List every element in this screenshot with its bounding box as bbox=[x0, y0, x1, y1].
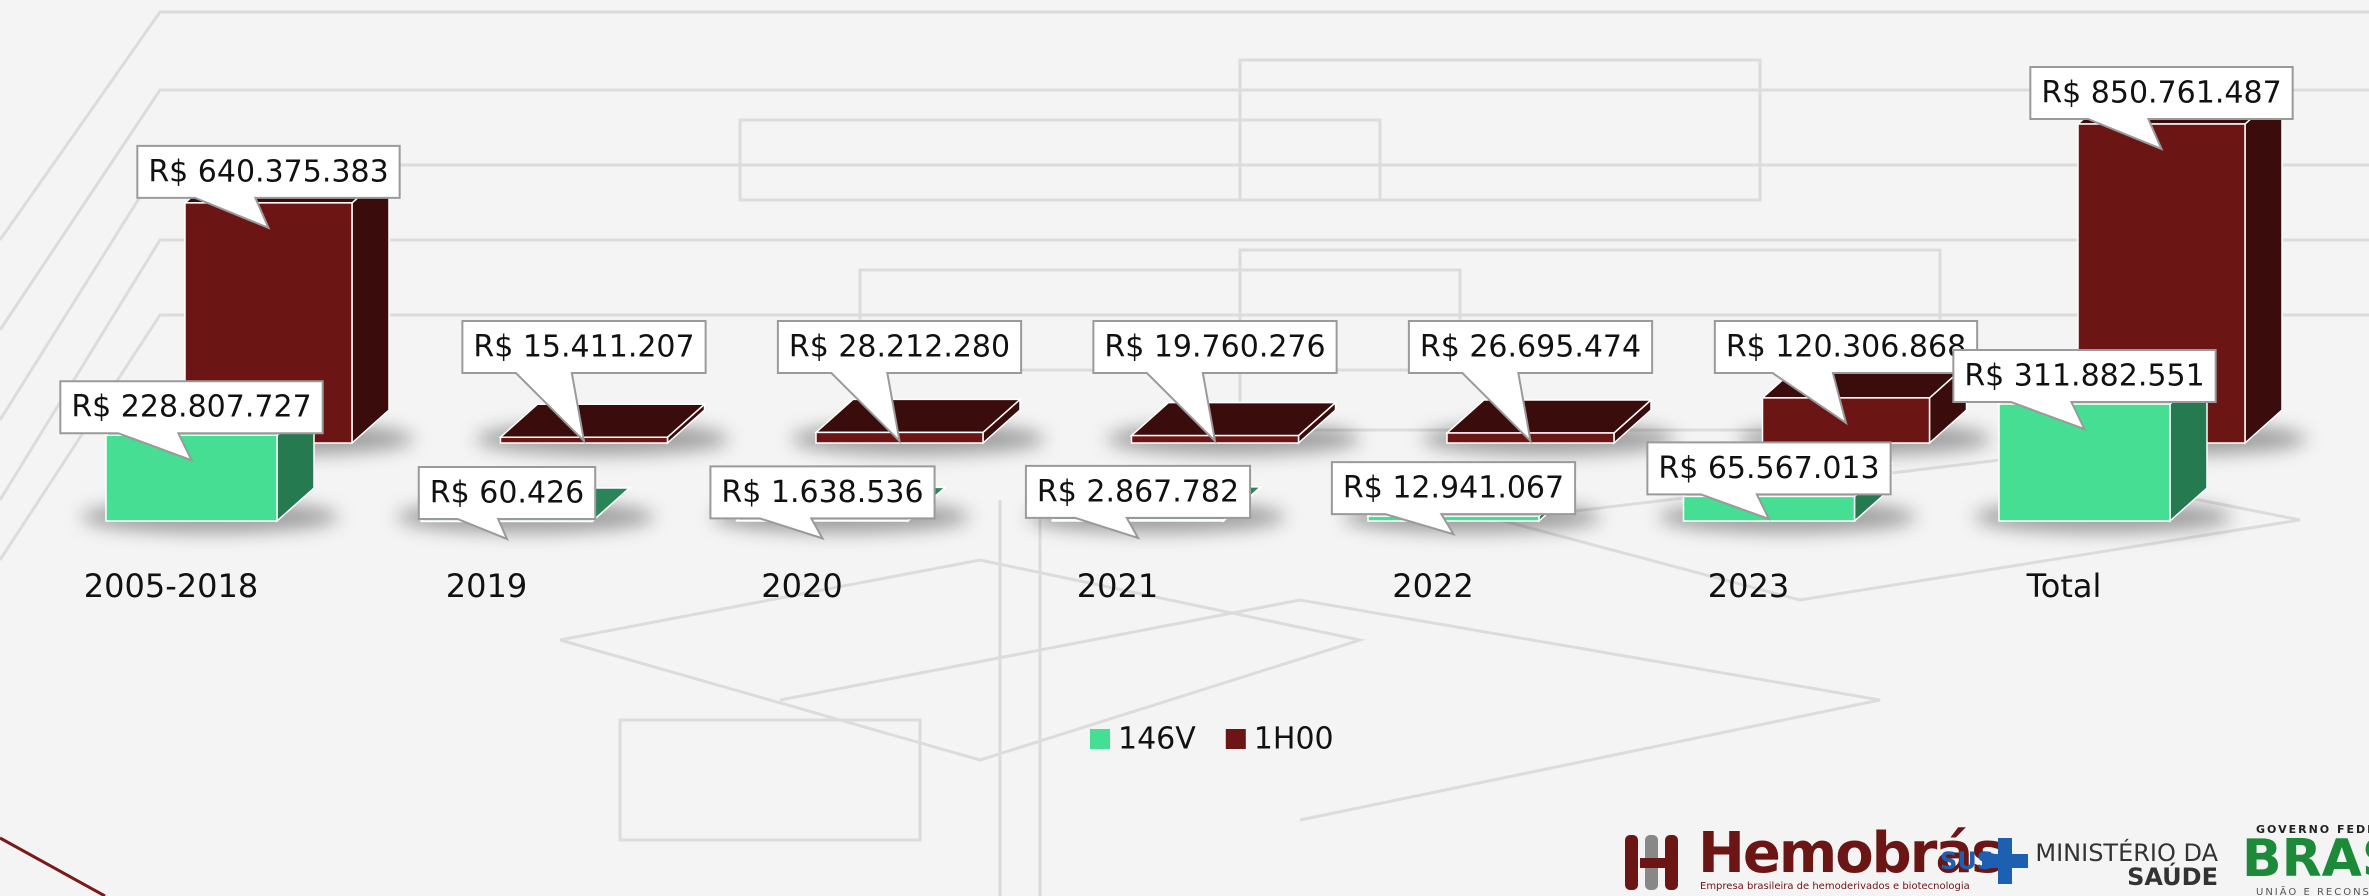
bar-front bbox=[420, 520, 594, 523]
bar-side bbox=[2244, 89, 2283, 445]
value-callout: R$ 228.807.727 bbox=[59, 380, 324, 463]
value-callout: R$ 311.882.551 bbox=[1952, 349, 2217, 431]
bar bbox=[1997, 369, 2209, 523]
brand: Hemobrás bbox=[1698, 821, 2003, 886]
value-label: R$ 228.807.727 bbox=[71, 390, 311, 425]
gov-name: BRASIL bbox=[2242, 829, 2369, 889]
value-callout: R$ 65.567.013 bbox=[1646, 441, 1892, 521]
value-callout: R$ 2.867.782 bbox=[1024, 464, 1252, 540]
brand-tagline: Empresa brasileira de hemoderivados e bi… bbox=[1700, 881, 1970, 892]
callout-box bbox=[59, 380, 324, 463]
value-callout: R$ 15.411.207 bbox=[461, 320, 707, 444]
callout-box bbox=[2029, 66, 2294, 151]
value-callout: R$ 12.941.067 bbox=[1330, 461, 1577, 536]
callout-box bbox=[136, 144, 401, 230]
ministry-line2: SAÚDE bbox=[2127, 861, 2218, 891]
callout-box bbox=[1646, 441, 1892, 521]
callout-box bbox=[417, 465, 597, 541]
x-tick-label: 2022 bbox=[1392, 567, 1473, 605]
value-label: R$ 26.695.474 bbox=[1420, 330, 1641, 365]
callout-box bbox=[1713, 320, 1979, 426]
callout-box bbox=[1952, 349, 2217, 431]
value-label: R$ 120.306.868 bbox=[1726, 330, 1966, 365]
callout-box bbox=[1092, 320, 1338, 444]
value-callout: R$ 60.426 bbox=[417, 465, 597, 541]
logo-shape bbox=[1625, 835, 1638, 890]
x-tick-label: 2020 bbox=[761, 567, 842, 605]
value-label: R$ 60.426 bbox=[430, 475, 584, 510]
bar bbox=[1129, 400, 1338, 445]
legend-swatch bbox=[1225, 729, 1246, 749]
ministry-line1: MINISTÉRIO DA bbox=[2035, 838, 2218, 867]
bar-front bbox=[736, 519, 909, 522]
legend-label: 146V bbox=[1118, 722, 1196, 757]
bar-top bbox=[498, 403, 707, 438]
gov-bottom: UNIÃO E RECONSTRUÇÃO bbox=[2256, 885, 2369, 896]
x-tick-label: 2005-2018 bbox=[84, 567, 258, 605]
bar-front bbox=[1051, 519, 1225, 522]
callout-box bbox=[1330, 461, 1577, 536]
logo-shape bbox=[1640, 858, 1670, 868]
logo-shape bbox=[1665, 835, 1678, 890]
x-tick-label: 2021 bbox=[1077, 567, 1158, 605]
value-label: R$ 1.638.536 bbox=[721, 475, 923, 510]
callout-box bbox=[1024, 464, 1252, 540]
callout-box bbox=[709, 465, 936, 541]
bar-front bbox=[1998, 403, 2171, 522]
legend: 146V 1H00 bbox=[1090, 722, 1334, 757]
callout-box bbox=[461, 320, 707, 444]
value-callout: R$ 1.638.536 bbox=[709, 465, 936, 541]
callout-box bbox=[1407, 320, 1654, 444]
value-label: R$ 2.867.782 bbox=[1037, 474, 1239, 509]
bar-top bbox=[1445, 399, 1653, 434]
value-label: R$ 640.375.383 bbox=[148, 154, 388, 189]
x-tick-label: Total bbox=[2026, 567, 2102, 605]
value-label: R$ 12.941.067 bbox=[1343, 471, 1564, 506]
x-tick-label: 2019 bbox=[446, 567, 527, 605]
bar-front bbox=[105, 434, 278, 522]
value-callout: R$ 28.212.280 bbox=[776, 320, 1023, 444]
plot-area: R$ 640.375.383 R$ 15.411.207 R$ 28.212.280… bbox=[59, 66, 2307, 605]
value-label: R$ 19.760.276 bbox=[1104, 330, 1325, 365]
value-callout: R$ 640.375.383 bbox=[136, 144, 401, 230]
value-callout: R$ 26.695.474 bbox=[1407, 320, 1654, 444]
callout-box bbox=[776, 320, 1023, 444]
x-tick-label: 2023 bbox=[1708, 567, 1789, 605]
bar bbox=[1445, 398, 1653, 445]
value-label: R$ 15.411.207 bbox=[473, 330, 694, 365]
bar bbox=[498, 402, 707, 445]
bar-top bbox=[1129, 401, 1338, 437]
value-callout: R$ 850.761.487 bbox=[2029, 66, 2294, 151]
bar-front bbox=[1367, 515, 1540, 522]
value-callout: R$ 19.760.276 bbox=[1092, 320, 1338, 444]
legend-label: 1H00 bbox=[1254, 722, 1334, 757]
legend-swatch bbox=[1090, 729, 1110, 749]
footer-logos: Hemobrás Empresa brasileira de hemoderiv… bbox=[1625, 821, 2369, 896]
value-label: R$ 311.882.551 bbox=[1964, 359, 2204, 394]
value-label: R$ 850.761.487 bbox=[2041, 76, 2281, 111]
corner-accent bbox=[0, 836, 106, 896]
value-callout: R$ 120.306.868 bbox=[1713, 320, 1979, 426]
sus-cross bbox=[1982, 854, 2028, 868]
value-label: R$ 28.212.280 bbox=[789, 330, 1010, 365]
bar-side bbox=[351, 168, 390, 445]
value-label: R$ 65.567.013 bbox=[1658, 451, 1879, 486]
bar-top bbox=[814, 398, 1022, 434]
gov-top: GOVERNO FEDERAL bbox=[2256, 823, 2369, 836]
bar bbox=[814, 397, 1022, 445]
